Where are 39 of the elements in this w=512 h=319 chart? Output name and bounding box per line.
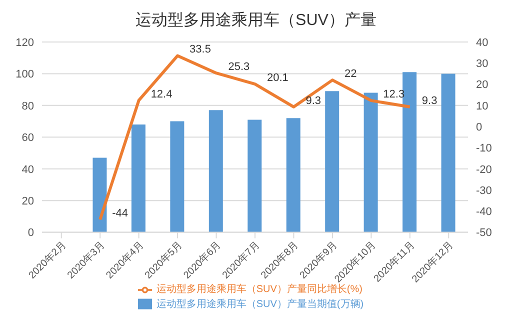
y2-tick-label: -50 <box>476 227 492 240</box>
legend-label: 运动型多用途乘用车（SUV）产量当期值(万辆) <box>156 298 364 310</box>
y2-tick-label: 0 <box>476 121 482 134</box>
bar <box>92 158 107 232</box>
y2-tick-label: -10 <box>476 142 492 155</box>
bar <box>286 118 300 232</box>
line-series <box>98 54 412 222</box>
y-tick-label: 80 <box>22 100 34 112</box>
data-label: 12.4 <box>150 88 172 100</box>
data-label: -44 <box>112 208 128 220</box>
y-tick-label: 40 <box>22 164 34 176</box>
y-tick-label: 100 <box>16 68 34 81</box>
y-tick-label: 60 <box>22 132 34 144</box>
bar <box>325 91 340 232</box>
bar <box>364 92 378 232</box>
y2-tick-label: 40 <box>476 36 488 49</box>
bar <box>208 110 223 232</box>
bar <box>248 120 262 232</box>
y2-tick-label: 10 <box>476 100 488 112</box>
data-label: 33.5 <box>190 44 211 56</box>
legend-label: 运动型多用途乘用车（SUV）产量同比增长(%) <box>156 284 362 296</box>
y2-tick-label: -40 <box>476 206 492 218</box>
y2-tick-label: -20 <box>476 164 492 176</box>
data-label: 9.3 <box>422 94 438 107</box>
y2-tick-label: 30 <box>476 58 488 70</box>
y-tick-label: 20 <box>22 195 34 208</box>
bar <box>441 74 456 232</box>
chart-title: 运动型多用途乘用车（SUV）产量 <box>134 10 378 31</box>
y2-tick-label: -30 <box>476 184 492 197</box>
y-tick-label: 0 <box>28 227 34 240</box>
bar <box>170 121 184 232</box>
y-tick-label: 120 <box>16 36 34 49</box>
data-label: 25.3 <box>228 60 250 73</box>
data-label: 20.1 <box>267 72 288 84</box>
bar <box>402 72 417 232</box>
data-label: 22 <box>344 68 357 80</box>
y2-tick-label: 20 <box>476 79 488 92</box>
data-label: 9.3 <box>306 94 322 107</box>
bar <box>131 124 146 232</box>
